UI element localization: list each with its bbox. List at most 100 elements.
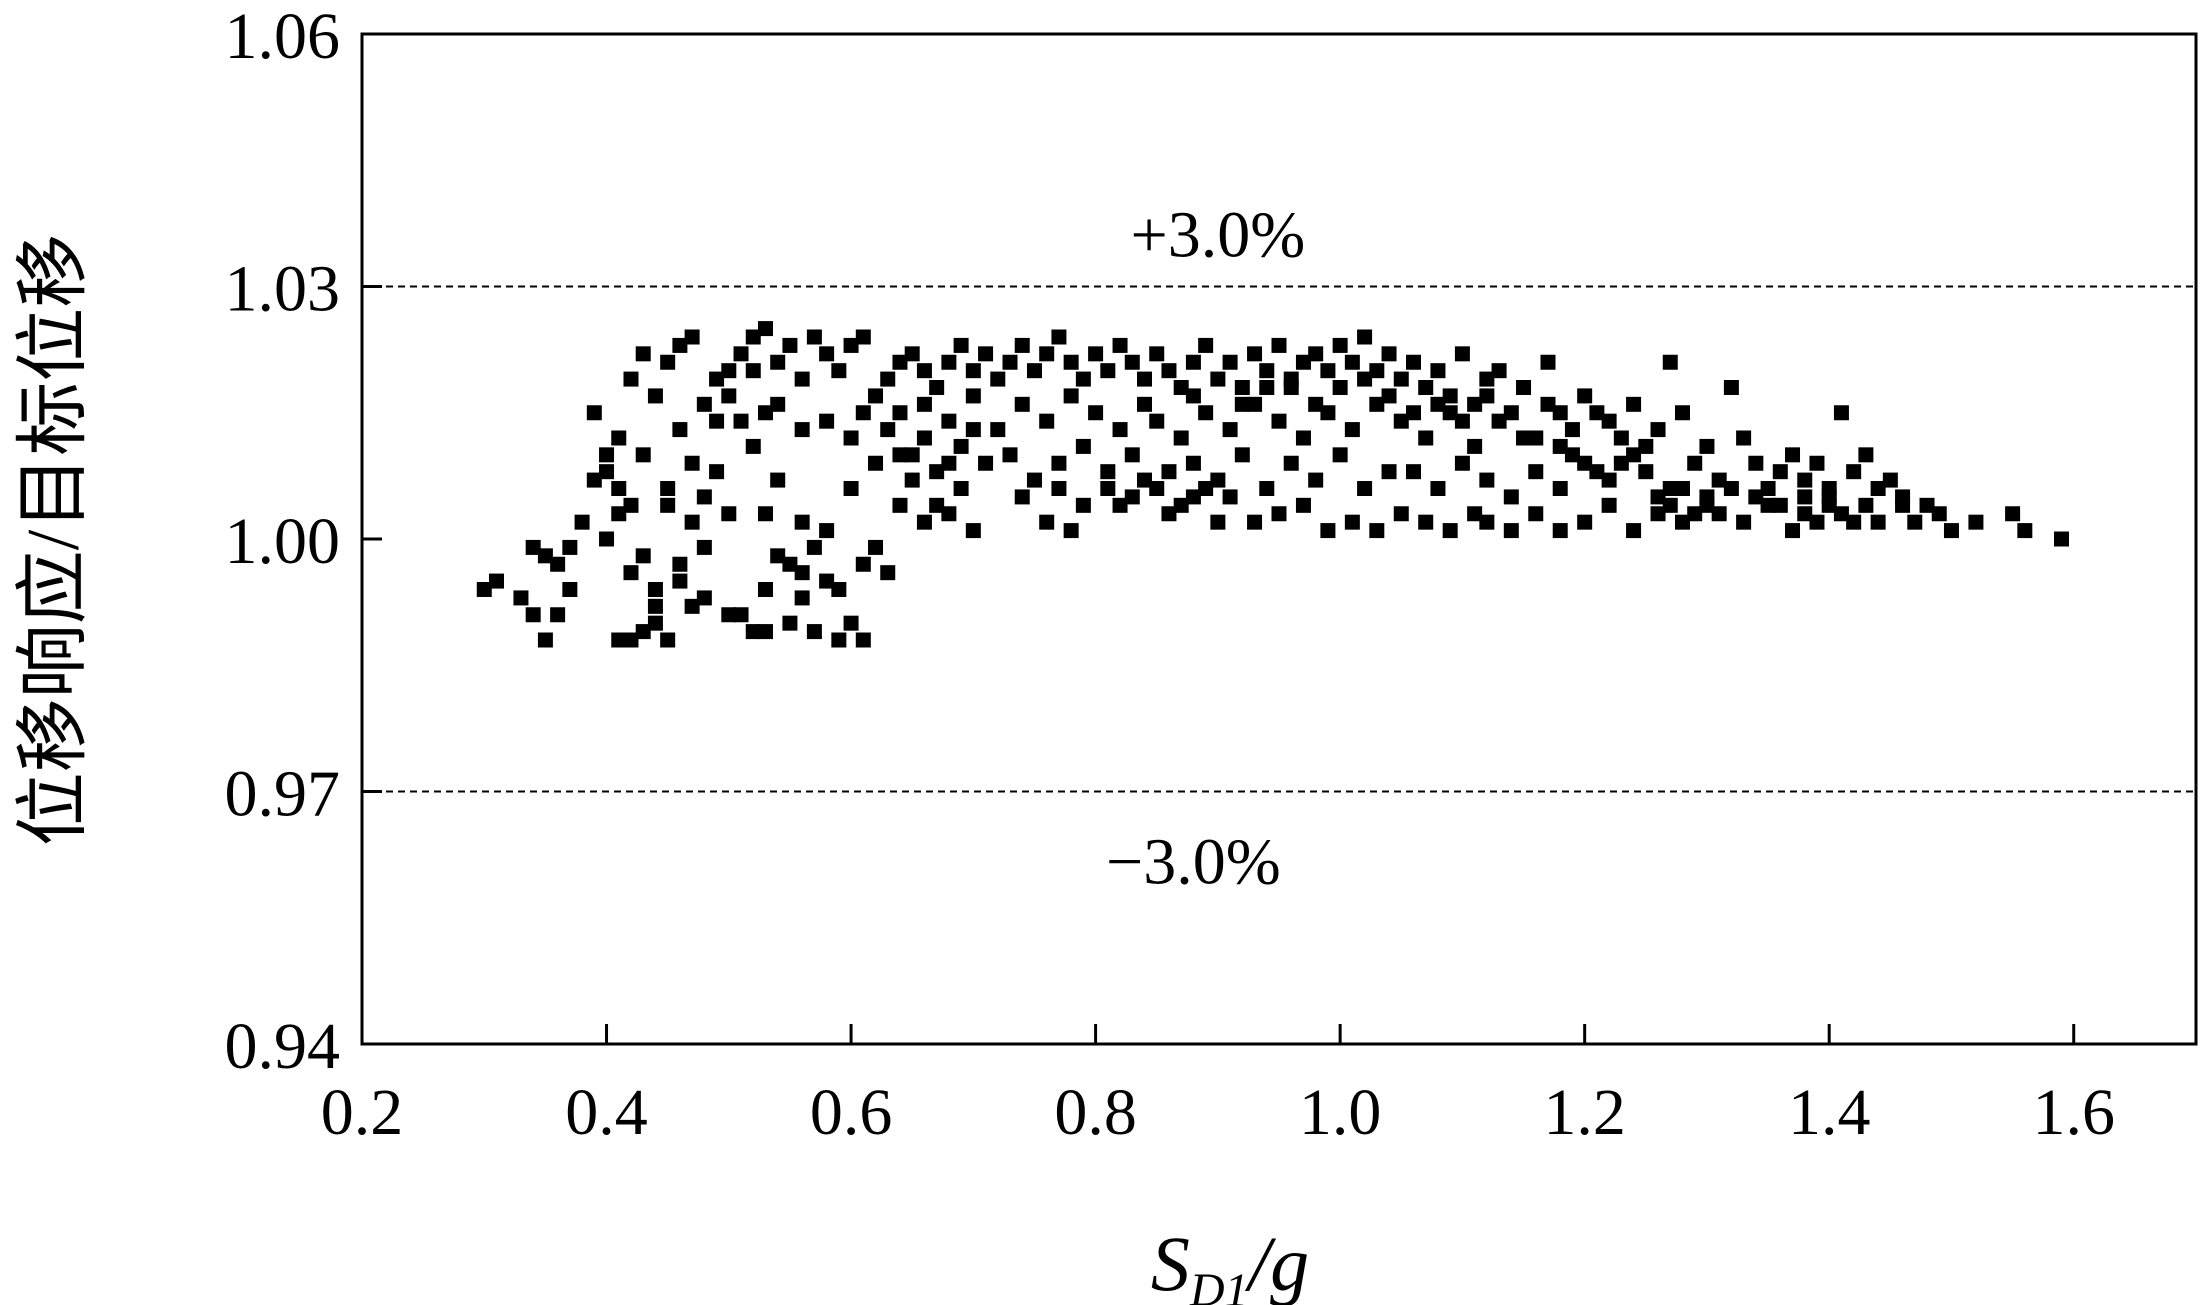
data-point [1491, 363, 1507, 379]
data-point [1247, 396, 1263, 412]
data-point [696, 539, 712, 555]
data-point [1259, 380, 1275, 395]
data-point [819, 573, 835, 589]
data-point [794, 371, 810, 387]
data-point [1100, 464, 1116, 480]
data-point [868, 455, 884, 471]
data-point [757, 582, 773, 597]
data-point [794, 514, 810, 530]
data-point [721, 506, 737, 522]
data-point [1503, 523, 1519, 539]
data-point [672, 573, 688, 589]
data-point [1552, 523, 1568, 539]
data-point [757, 506, 773, 522]
data-point [1161, 506, 1177, 522]
y-tick-label: 1.03 [225, 253, 341, 326]
data-point [684, 514, 700, 530]
data-point [1234, 396, 1250, 412]
data-point [733, 346, 749, 362]
data-point [1748, 455, 1764, 471]
data-point [1100, 363, 1116, 379]
y-tick-label: 0.97 [225, 758, 341, 831]
data-point [2005, 506, 2021, 522]
data-point [1039, 514, 1055, 530]
data-point [1662, 497, 1678, 513]
data-point [1626, 447, 1642, 463]
data-point [1454, 346, 1470, 362]
data-point [1772, 497, 1788, 513]
data-point [1185, 455, 1201, 471]
data-point [806, 539, 822, 555]
data-point [660, 497, 676, 513]
data-point [1222, 489, 1238, 505]
data-point [672, 556, 688, 572]
data-point [709, 413, 725, 429]
data-point [1332, 337, 1348, 353]
data-point [684, 329, 700, 345]
data-point [953, 438, 969, 454]
data-point [1723, 481, 1739, 496]
data-point [537, 548, 553, 564]
x-tick-label: 1.6 [2032, 1076, 2115, 1149]
data-point [1846, 464, 1862, 480]
data-point [1259, 481, 1275, 496]
data-point [978, 346, 994, 362]
data-point [782, 615, 798, 631]
data-point [1393, 506, 1409, 522]
data-point [1564, 447, 1580, 463]
data-point [1234, 380, 1250, 395]
data-point [647, 582, 663, 597]
data-point [1051, 481, 1067, 496]
data-point [965, 363, 981, 379]
data-point [1210, 472, 1226, 488]
data-point [1797, 506, 1813, 522]
data-point [1063, 354, 1079, 370]
data-point [721, 388, 737, 404]
x-tick-label: 0.6 [810, 1076, 893, 1149]
data-point [647, 388, 663, 404]
data-point [611, 506, 627, 522]
data-point [550, 556, 566, 572]
data-point [1259, 363, 1275, 379]
data-point [709, 464, 725, 480]
data-point [794, 590, 810, 606]
data-point [660, 632, 676, 648]
data-point [904, 472, 920, 488]
data-point [696, 396, 712, 412]
data-point [1785, 523, 1801, 539]
data-points [476, 321, 2070, 648]
data-point [965, 523, 981, 539]
data-point [1405, 405, 1421, 421]
data-point [1479, 472, 1495, 488]
data-point [1577, 514, 1593, 530]
data-point [990, 371, 1006, 387]
data-point [904, 447, 920, 463]
data-point [1418, 380, 1434, 395]
plot-frame [360, 32, 2198, 1046]
data-point [1137, 472, 1153, 488]
data-point [843, 481, 859, 496]
data-point [1112, 337, 1128, 353]
data-point [1723, 380, 1739, 395]
data-point [929, 497, 945, 513]
data-point [1516, 430, 1532, 446]
data-point [1503, 405, 1519, 421]
data-point [1173, 497, 1189, 513]
data-point [1564, 422, 1580, 438]
data-point [1699, 489, 1715, 505]
data-point [1320, 363, 1336, 379]
data-point [1063, 523, 1079, 539]
data-point [1907, 514, 1923, 530]
data-point [965, 388, 981, 404]
data-point [770, 396, 786, 412]
data-point [1308, 396, 1324, 412]
data-point [635, 624, 651, 640]
data-point [1760, 481, 1776, 496]
data-point [1662, 481, 1678, 496]
data-point [941, 413, 957, 429]
data-point [672, 337, 688, 353]
data-point [757, 405, 773, 421]
data-point [1173, 380, 1189, 395]
data-point [1357, 481, 1373, 496]
data-point [745, 624, 761, 640]
